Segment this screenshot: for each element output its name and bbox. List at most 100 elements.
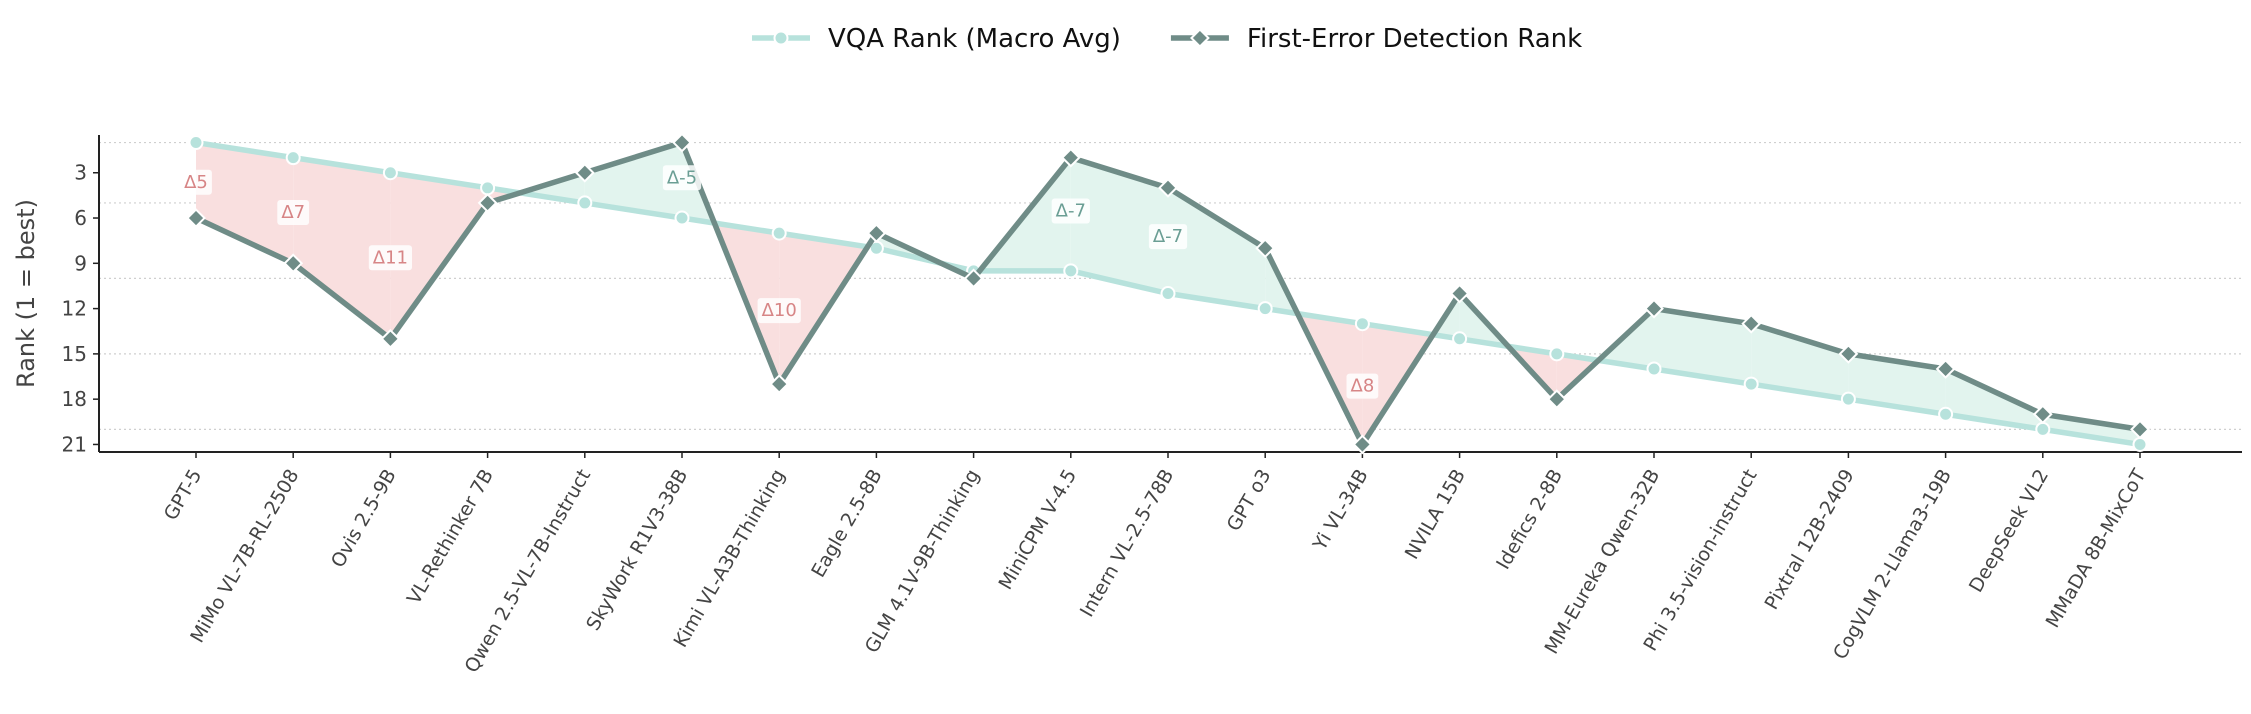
legend-item-2: First-Error Detection Rank (1170, 24, 1582, 54)
data-point (1743, 376, 1759, 392)
data-point (2035, 421, 2051, 437)
delta-text: Δ-7 (1056, 200, 1086, 221)
x-tick-label: Kimi VL-A3B-Thinking (670, 466, 790, 652)
data-point (1935, 359, 1956, 379)
legend-marker (773, 30, 789, 46)
data-point (1644, 298, 1664, 319)
x-tick-label: Eagle 2.5-8B (807, 466, 887, 582)
x-tick-label: Intern VL-2.5-78B (1076, 466, 1178, 621)
delta-background (757, 298, 801, 324)
difference-fill (390, 172, 488, 339)
data-point (1060, 147, 1081, 168)
x-tick-label: MMaDA 8B-MixCoT (2042, 465, 2151, 631)
delta-text: Δ10 (762, 300, 797, 321)
data-point (382, 165, 398, 181)
delta-label: Δ11 (368, 245, 413, 271)
delta-text: Δ8 (1351, 376, 1375, 397)
difference-fill (1168, 187, 1266, 309)
x-tick-label: MM-Eureka Qwen-32B (1541, 466, 1665, 658)
difference-fill (196, 142, 294, 264)
data-point (2032, 404, 2053, 425)
data-point (577, 195, 593, 211)
delta-text: Δ5 (184, 172, 208, 193)
y-tick-label: 21 (62, 432, 87, 456)
y-tick-label: 6 (74, 206, 87, 230)
delta-background (1148, 224, 1188, 250)
legend-item-1: VQA Rank (Macro Avg) (752, 24, 1121, 54)
difference-fill (2042, 414, 2140, 445)
x-tick-label: Phi 3.5-vision-instruct (1639, 466, 1761, 655)
data-point (188, 135, 204, 151)
delta-label: Δ5 (180, 169, 212, 195)
x-tick-label: GPT-5 (160, 466, 207, 525)
x-tick-label: NVILA 15B (1401, 466, 1470, 564)
data-point (1546, 389, 1567, 410)
data-point (480, 180, 496, 196)
series-2 (186, 132, 2150, 455)
x-tick-label: MiMo VL-7B-RL-2508 (186, 466, 303, 647)
data-point (477, 193, 498, 213)
delta-label: Δ-5 (662, 165, 702, 191)
delta-annotations: Δ5 Δ7 Δ11 Δ-5 Δ10 Δ-7 Δ-7 Δ8 (180, 165, 1379, 399)
data-point (1646, 361, 1662, 377)
difference-fill (1848, 353, 1946, 415)
delta-label: Δ10 (757, 298, 801, 324)
delta-background (1346, 373, 1379, 399)
x-tick-label: Yi VL-34B (1308, 466, 1372, 555)
difference-fill (1945, 368, 2043, 430)
x-tick-label: VL-Rethinker 7B (403, 466, 498, 609)
series-layer (186, 132, 2150, 455)
delta-label: Δ7 (277, 199, 310, 225)
data-point (1255, 238, 1276, 259)
data-point (1449, 283, 1470, 304)
data-point (1938, 406, 1954, 422)
y-tick-label: 18 (62, 387, 87, 411)
x-tick-label: Pixtral 12B-2409 (1761, 466, 1859, 614)
y-tick-label: 12 (62, 297, 87, 321)
data-point (1452, 331, 1468, 347)
delta-label: Δ8 (1346, 373, 1379, 399)
x-tick-label: GPT o3 (1223, 466, 1276, 535)
delta-background (1051, 198, 1090, 224)
data-point (771, 225, 787, 241)
data-point (769, 374, 790, 394)
difference-fill (293, 157, 391, 339)
delta-label: Δ-7 (1051, 198, 1090, 224)
data-point (1840, 391, 1856, 407)
legend: VQA Rank (Macro Avg) First-Error Detectio… (752, 24, 1582, 54)
data-point (674, 210, 690, 226)
data-point (1741, 313, 1762, 334)
data-point (1158, 177, 1178, 198)
data-point (283, 253, 304, 274)
x-tick-label: GLM 4.1V-9B-Thinking (861, 466, 984, 657)
delta-text: Δ7 (281, 202, 305, 223)
data-point (963, 268, 984, 289)
difference-fill (1070, 157, 1168, 294)
legend-label: First-Error Detection Rank (1247, 24, 1582, 54)
data-point (1160, 286, 1176, 301)
difference-fill (1751, 323, 1849, 400)
x-tick-label: DeepSeek VL2 (1965, 466, 2053, 597)
data-point (285, 150, 301, 166)
data-point (574, 162, 595, 183)
data-point (2132, 436, 2148, 452)
data-point (380, 328, 401, 349)
data-point (186, 208, 206, 228)
legend-marker (1190, 28, 1210, 48)
delta-background (277, 199, 310, 225)
data-point (1354, 316, 1370, 332)
data-point (866, 223, 887, 244)
x-tick-label: MiniCPM V-4.5 (995, 466, 1082, 594)
data-point (1549, 346, 1565, 362)
delta-background (368, 245, 413, 271)
y-tick-label: 9 (74, 251, 87, 275)
legend-label: VQA Rank (Macro Avg) (828, 24, 1121, 54)
x-tick-label: Idefics 2-8B (1492, 466, 1567, 574)
delta-text: Δ-5 (667, 167, 697, 188)
delta-label: Δ-7 (1148, 224, 1188, 250)
data-point (2130, 419, 2150, 440)
delta-background (662, 165, 702, 191)
y-ticks: 3 6 9 12 15 18 21 (62, 161, 99, 456)
